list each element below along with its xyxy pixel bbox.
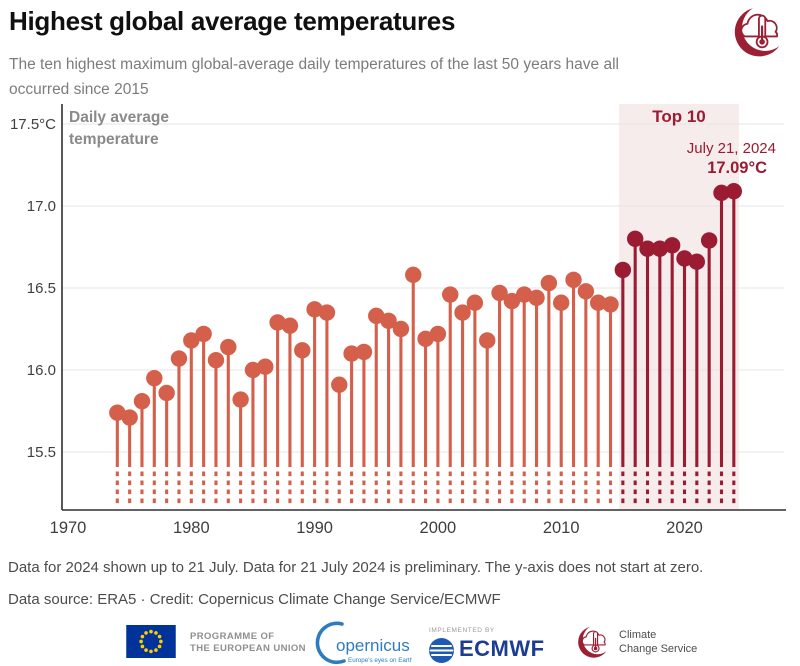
x-tick-label: 1980	[173, 519, 210, 537]
lollipop-2022	[700, 232, 718, 505]
lollipop-2014	[602, 296, 619, 505]
lollipop-1990	[306, 301, 323, 505]
copernicus-logo: opernicus Europe's eyes on Earth	[312, 620, 414, 666]
lollipop-1981	[195, 325, 212, 505]
ecmwf-globe-icon	[429, 638, 454, 663]
temperature-lollipop-chart: 17.5°C 17.0 16.5 16.0 15.5 1970 1980 1990 2000 20…	[10, 104, 786, 537]
lollipop-1983	[220, 338, 237, 505]
lollipop-2016	[626, 230, 644, 505]
lollipop-2010	[553, 294, 570, 505]
lollipop-1985	[244, 361, 262, 505]
lollipop-2023	[713, 184, 730, 505]
lollipop-2003	[466, 294, 484, 505]
x-tick-label: 1970	[50, 519, 87, 537]
lollipop-2008	[528, 289, 545, 505]
lollipop-2004	[479, 332, 496, 505]
eu-flag-icon	[126, 625, 176, 658]
lollipop-2013	[589, 294, 607, 505]
y-tick-label: 15.5	[27, 444, 56, 461]
copernicus-c-icon	[315, 621, 346, 665]
lollipop-1999	[417, 330, 434, 505]
lollipop-1992	[331, 376, 348, 505]
lollipop-1991	[318, 304, 336, 505]
lollipop-1998	[405, 266, 422, 505]
x-tick-label: 2010	[543, 519, 580, 537]
lollipop-2006	[503, 292, 521, 505]
lollipop-2018	[651, 240, 669, 505]
lollipop-2009	[540, 274, 558, 505]
footnote: Data for 2024 shown up to 21 July. Data …	[8, 559, 704, 576]
c3s-footer-icon	[577, 624, 613, 659]
x-tick-label: 1990	[296, 519, 333, 537]
svg-text:Europe's eyes on Earth: Europe's eyes on Earth	[348, 657, 412, 664]
lollipop-1978	[158, 384, 175, 505]
y-tick-label: 16.5	[27, 280, 56, 297]
lollipop-2001	[442, 286, 459, 505]
implemented-by-label: IMPLEMENTED BY	[429, 627, 495, 634]
ecmwf-wordmark: ECMWF	[459, 636, 545, 661]
lollipop-2024	[725, 183, 743, 505]
lollipop-1993	[343, 345, 360, 505]
lollipop-1995	[368, 307, 385, 505]
annotation-date: July 21, 2024	[686, 140, 776, 157]
eu-programme-label: PROGRAMME OF THE EUROPEAN UNION	[190, 631, 306, 654]
lollipop-1989	[294, 342, 311, 505]
top10-band-label: Top 10	[652, 107, 706, 126]
lollipop-1987	[269, 314, 286, 505]
lollipop-1975	[121, 409, 138, 505]
lollipop-1988	[281, 317, 299, 505]
lollipop-1997	[392, 320, 410, 505]
lollipop-2002	[454, 304, 471, 505]
x-tick-label: 2000	[420, 519, 457, 537]
y-axis-title: Daily average temperature	[69, 109, 169, 148]
page-title: Highest global average temperatures	[9, 6, 456, 36]
lollipop-1996	[380, 312, 397, 505]
x-tick-label: 2020	[666, 519, 703, 537]
lollipop-1977	[146, 370, 163, 505]
y-tick-label: 17.5°C	[10, 116, 56, 133]
lollipop-1974	[109, 404, 126, 505]
page-subtitle: The ten highest maximum global-average d…	[9, 56, 619, 98]
lollipop-2007	[516, 286, 533, 505]
lollipop-2021	[688, 253, 706, 505]
lollipop-1982	[207, 351, 225, 505]
lollipop-1994	[355, 343, 373, 505]
lollipop-1976	[133, 392, 151, 505]
lollipop-2011	[565, 271, 582, 505]
c3s-label: Climate Change Service	[619, 629, 698, 655]
lollipop-1980	[183, 332, 200, 505]
data-source: Data source: ERA5 · Credit: Copernicus C…	[8, 591, 501, 608]
lollipop-2000	[429, 325, 447, 505]
svg-text:opernicus: opernicus	[336, 636, 410, 655]
lollipop-2020	[676, 250, 693, 505]
top10-band	[619, 104, 739, 509]
lollipop-2005	[491, 284, 508, 505]
y-tick-label: 16.0	[27, 362, 56, 379]
lollipop-1979	[170, 350, 188, 505]
lollipop-2017	[639, 240, 656, 505]
annotation-value: 17.09°C	[707, 159, 767, 177]
y-tick-label: 17.0	[27, 198, 56, 215]
lollipop-2019	[663, 237, 681, 505]
lollipop-2012	[577, 283, 595, 505]
lollipop-1984	[232, 391, 249, 505]
lollipop-1986	[257, 358, 274, 505]
lollipop-2015	[614, 261, 632, 505]
